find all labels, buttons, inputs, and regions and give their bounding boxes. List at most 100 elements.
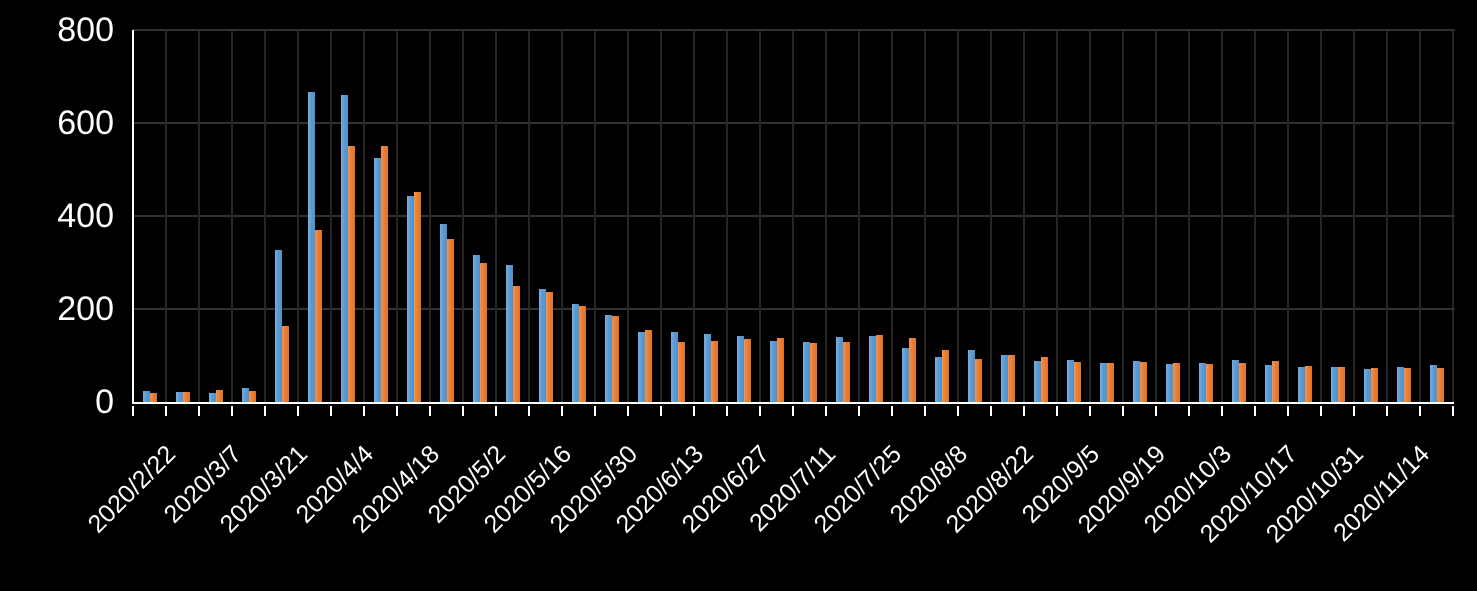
bar-series1	[1363, 369, 1371, 402]
v-gridline	[957, 29, 959, 402]
x-axis-tick	[1287, 406, 1289, 416]
bar-series1	[142, 390, 150, 402]
bar-series2	[1238, 363, 1246, 402]
v-gridline	[1122, 29, 1124, 402]
x-axis-tick	[231, 406, 233, 416]
x-axis-tick	[1386, 406, 1388, 416]
bar-series2	[446, 239, 454, 402]
x-axis-tick	[891, 406, 893, 416]
v-gridline	[297, 29, 299, 402]
bar-series1	[1297, 366, 1305, 402]
x-axis-tick	[594, 406, 596, 416]
v-gridline	[264, 29, 266, 402]
bar-series1	[1429, 365, 1437, 402]
x-axis-tick	[330, 406, 332, 416]
bar-series1	[538, 289, 546, 402]
bar-series2	[545, 291, 553, 402]
v-gridline	[891, 29, 893, 402]
bar-series1	[1066, 359, 1074, 402]
bar-series1	[406, 196, 414, 402]
bar-series2	[1073, 362, 1081, 402]
v-gridline	[693, 29, 695, 402]
x-axis-tick	[1353, 406, 1355, 416]
v-gridline	[792, 29, 794, 402]
bar-series1	[1231, 359, 1239, 402]
x-axis-tick	[297, 406, 299, 416]
x-axis-tick	[396, 406, 398, 416]
y-axis-line	[132, 29, 134, 404]
v-gridline	[1188, 29, 1190, 402]
bar-series2	[215, 390, 223, 402]
bar-series2	[743, 339, 751, 402]
bar-series2	[281, 326, 289, 402]
v-gridline	[594, 29, 596, 402]
bar-series2	[1106, 362, 1114, 402]
bar-series1	[241, 388, 249, 402]
v-gridline	[627, 29, 629, 402]
bar-series1	[769, 341, 777, 402]
bar-series1	[274, 250, 282, 402]
x-axis-tick	[792, 406, 794, 416]
v-gridline	[858, 29, 860, 402]
x-axis-tick	[1254, 406, 1256, 416]
bar-series1	[1330, 367, 1338, 402]
v-gridline	[198, 29, 200, 402]
bar-series1	[934, 357, 942, 402]
x-axis-tick	[528, 406, 530, 416]
bar-series1	[1198, 362, 1206, 402]
bar-series1	[439, 223, 447, 402]
bar-series1	[967, 350, 975, 402]
bar-series2	[611, 315, 619, 402]
v-gridline	[1287, 29, 1289, 402]
h-gridline	[133, 307, 1455, 310]
bar-series1	[472, 255, 480, 402]
bar-series2	[380, 145, 388, 402]
y-axis-label: 0	[95, 383, 114, 421]
bar-series2	[347, 145, 355, 402]
v-gridline	[1452, 29, 1454, 402]
x-axis-tick	[462, 406, 464, 416]
v-gridline	[726, 29, 728, 402]
bar-series2	[941, 350, 949, 402]
bar-series2	[1337, 367, 1345, 402]
x-axis-tick	[429, 406, 431, 416]
h-gridline	[133, 121, 1455, 124]
bar-series1	[901, 347, 909, 402]
bar-series2	[908, 337, 916, 402]
bar-series1	[505, 264, 513, 402]
h-gridline	[133, 214, 1455, 217]
v-gridline	[1353, 29, 1355, 402]
y-axis-label: 400	[57, 196, 114, 235]
x-axis-tick	[363, 406, 365, 416]
v-gridline	[1221, 29, 1223, 402]
bar-series1	[175, 392, 183, 402]
x-axis-tick	[990, 406, 992, 416]
v-gridline	[462, 29, 464, 402]
x-axis-tick	[1023, 406, 1025, 416]
x-axis-line	[132, 402, 1454, 404]
bar-series2	[248, 391, 256, 402]
bar-series2	[1436, 367, 1444, 402]
v-gridline	[363, 29, 365, 402]
x-axis-tick	[1056, 406, 1058, 416]
bar-series1	[703, 334, 711, 402]
x-axis-tick	[759, 406, 761, 416]
v-gridline	[660, 29, 662, 402]
x-axis-tick	[825, 406, 827, 416]
bar-series2	[710, 340, 718, 402]
x-axis-tick	[198, 406, 200, 416]
v-gridline	[924, 29, 926, 402]
y-axis-label: 200	[57, 289, 114, 328]
bar-series1	[868, 336, 876, 402]
bar-series2	[314, 229, 322, 402]
v-gridline	[330, 29, 332, 402]
bar-series1	[373, 157, 381, 402]
v-gridline	[990, 29, 992, 402]
bar-series2	[1007, 354, 1015, 402]
bar-series1	[637, 331, 645, 402]
v-gridline	[1023, 29, 1025, 402]
v-gridline	[528, 29, 530, 402]
bar-series2	[1172, 362, 1180, 402]
bar-series2	[1304, 366, 1312, 402]
